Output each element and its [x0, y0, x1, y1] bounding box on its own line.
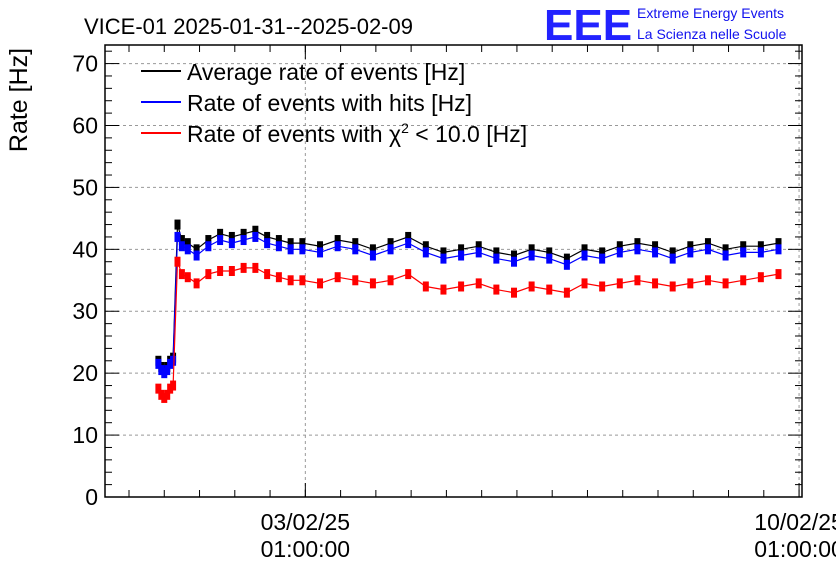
x-tick-label-time: 01:00:00 — [754, 536, 836, 562]
y-tick-label: 50 — [72, 174, 98, 200]
axes: 01020304050607003/02/2501:00:0010/02/250… — [72, 45, 836, 562]
legend-label-average: Average rate of events [Hz] — [187, 59, 465, 85]
y-tick-label: 60 — [72, 112, 98, 138]
legend-label-hits: Rate of events with hits [Hz] — [187, 90, 472, 116]
y-tick-label: 0 — [85, 484, 98, 510]
logo-letters: EEE — [544, 1, 632, 50]
series-layer — [155, 219, 782, 403]
x-tick-label-date: 10/02/25 — [754, 509, 836, 535]
series-1 — [155, 231, 782, 379]
plot-frame — [104, 44, 803, 498]
legend-label-chi2: Rate of events with χ2 < 10.0 [Hz] — [187, 120, 527, 147]
logo-line1: Extreme Energy Events — [637, 5, 784, 21]
series-line — [157, 236, 779, 375]
eee-logo: EEE Extreme Energy Events La Scienza nel… — [544, 1, 787, 50]
chart-title: VICE-01 2025-01-31--2025-02-09 — [84, 14, 413, 39]
x-tick-label-date: 03/02/25 — [261, 509, 351, 535]
legend: Average rate of events [Hz] Rate of even… — [141, 59, 527, 147]
y-tick-label: 40 — [72, 236, 98, 262]
series-line — [157, 224, 779, 371]
grid — [105, 45, 802, 497]
y-tick-label: 70 — [72, 51, 98, 77]
y-tick-label: 20 — [72, 360, 98, 386]
logo-line2: La Scienza nelle Scuole — [637, 26, 787, 42]
y-axis-label: Rate [Hz] — [5, 48, 33, 152]
series-0 — [155, 219, 782, 376]
series-2 — [155, 256, 782, 403]
y-tick-label: 30 — [72, 298, 98, 324]
y-tick-label: 10 — [72, 422, 98, 448]
series-line — [157, 261, 779, 399]
x-tick-label-time: 01:00:00 — [261, 536, 351, 562]
